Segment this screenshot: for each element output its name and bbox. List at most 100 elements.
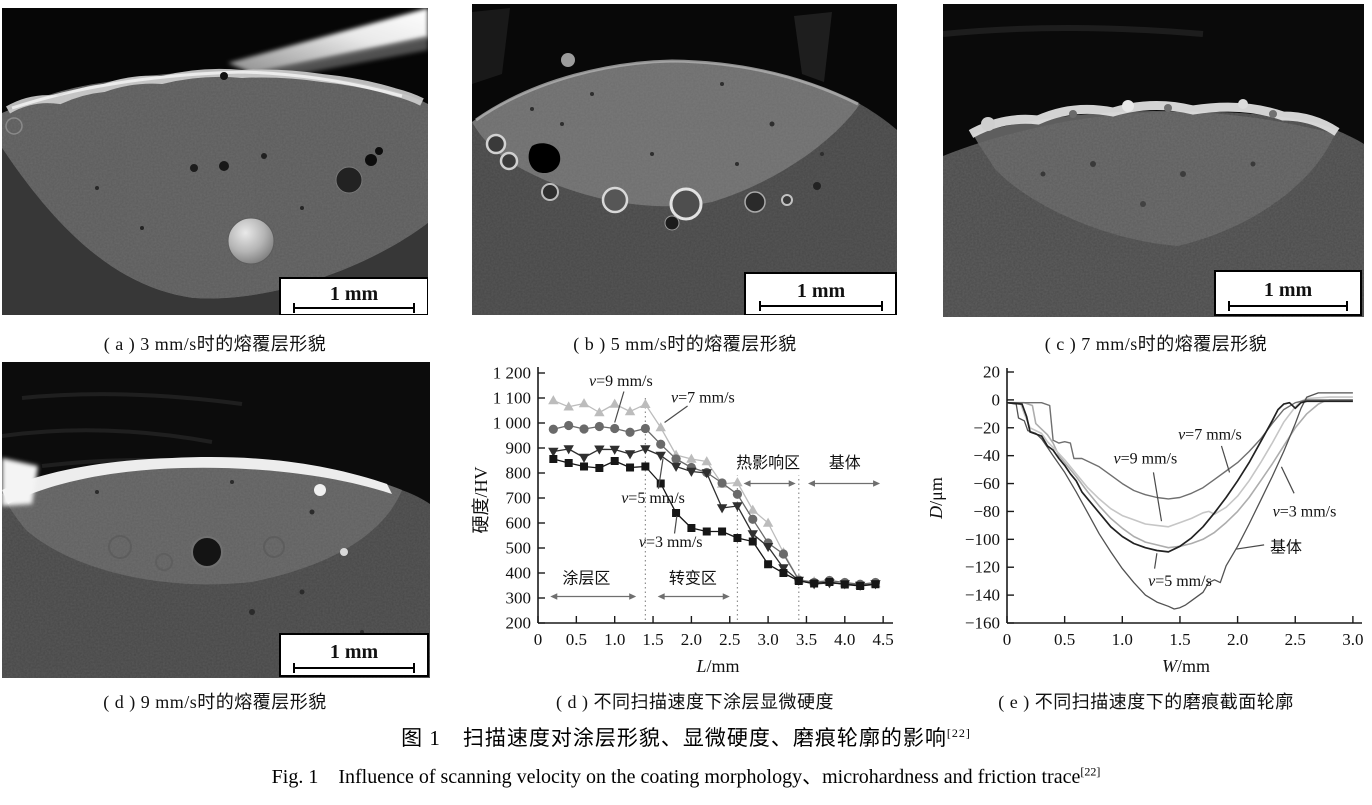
annotation-leader: [1153, 553, 1158, 569]
series-marker-square: [564, 459, 573, 467]
series-marker-triangle-down: [624, 450, 636, 460]
sem-panel-c: 1 mm: [943, 4, 1364, 317]
series-marker-triangle-up: [701, 456, 712, 466]
x-tick-label: 4.5: [873, 630, 894, 649]
porosity-sphere: [227, 217, 275, 265]
series-line: [1006, 392, 1353, 610]
pores-group: [5, 72, 383, 230]
crust-detail: [981, 99, 1277, 131]
caption-panel-c: ( c ) 7 mm/s时的熔覆层形貌: [940, 330, 1372, 356]
y-tick-label: −160: [965, 613, 1000, 632]
caption-panel-b: ( b ) 5 mm/s时的熔覆层形貌: [470, 330, 900, 356]
y-tick-label: 900: [506, 439, 532, 458]
y-tick-label: 1 100: [493, 389, 531, 408]
series-marker-square: [641, 462, 650, 471]
y-tick-label: 700: [506, 489, 532, 508]
y-tick-label: 0: [992, 390, 1001, 409]
y-tick-label: 600: [506, 514, 532, 533]
series-marker-triangle-down: [548, 447, 559, 457]
y-tick-label: −80: [973, 502, 1000, 521]
series-marker-square: [549, 455, 558, 463]
series-marker-circle: [594, 421, 604, 432]
background-shape: [794, 12, 832, 82]
series-marker-circle: [579, 424, 589, 434]
italic-letter: v: [1148, 573, 1156, 590]
sem-image-d: 1 mm: [2, 362, 430, 678]
italic-letter: v: [671, 390, 679, 407]
series-marker-circle: [732, 489, 743, 499]
label-rest: =5 mm/s: [628, 490, 685, 507]
series-v7mms: [1007, 399, 1353, 500]
series-marker-triangle-up: [548, 395, 559, 405]
series-marker-circle: [748, 514, 758, 524]
annotation-label: v=7 mm/s: [1178, 427, 1242, 444]
x-axis-title: L/mm: [695, 656, 739, 676]
figure-caption-en: Fig. 1 Influence of scanning velocity on…: [0, 760, 1372, 789]
annotation-leader: [1236, 544, 1265, 550]
x-tick-label: 3.5: [796, 630, 817, 649]
annotation-label: v=9 mm/s: [1114, 450, 1178, 467]
x-tick-label: 3.0: [1342, 630, 1363, 649]
x-tick-label: 2.0: [681, 630, 702, 649]
background-streak: [228, 8, 428, 74]
series-marker-circle: [656, 439, 666, 449]
series-marker-triangle-down: [762, 542, 774, 553]
y-axis-title: 硬度/HV: [471, 467, 491, 534]
scale-bar: 1 mm: [1214, 270, 1362, 316]
zone-arrow-head: [629, 593, 637, 600]
citation-ref: [22]: [1080, 764, 1101, 779]
annotation-label: v=7 mm/s: [671, 390, 735, 407]
series-marker-circle: [548, 424, 558, 434]
x-tick-label: 1.0: [604, 630, 625, 649]
annotation-leader: [673, 515, 678, 534]
annotation-leader: [1280, 466, 1295, 494]
caption-panel-a: ( a ) 3 mm/s时的熔覆层形貌: [0, 330, 430, 356]
series-line: [1006, 396, 1353, 528]
background-streak-shadow: [254, 36, 428, 80]
caption-text: ( e ) 不同扫描速度下的磨痕截面轮廓: [998, 692, 1294, 712]
series-marker-triangle-up: [640, 398, 651, 409]
y-tick-label: −140: [965, 586, 1000, 605]
surface-bright-patch: [2, 458, 38, 506]
label-rest: =7 mm/s: [678, 390, 735, 407]
series-marker-circle: [625, 427, 635, 437]
pores-group: [485, 82, 824, 231]
y-tick-label: 1 000: [493, 414, 531, 433]
series-v5mms: [1006, 400, 1353, 553]
series-marker-square: [718, 527, 727, 536]
zone-arrow-head: [743, 480, 751, 487]
series-marker-triangle-down: [732, 502, 743, 512]
pores-group: [95, 480, 364, 634]
y-tick-label: 20: [983, 363, 1000, 382]
caption-panel-e-chart: ( e ) 不同扫描速度下的磨痕截面轮廓: [920, 688, 1372, 714]
label-rest: =3 mm/s: [646, 534, 703, 551]
scale-bar: 1 mm: [279, 277, 428, 315]
series-marker-square: [779, 569, 788, 577]
y-tick-label: −100: [965, 530, 1000, 549]
y-tick-label: −40: [973, 446, 1000, 465]
series-marker-square: [687, 524, 696, 532]
x-tick-label: 2.5: [719, 630, 740, 649]
sem-panel-d: 1 mm: [2, 362, 430, 678]
zone-arrow-head: [657, 593, 665, 600]
series-line: [553, 424, 876, 585]
zone-label: 涂层区: [562, 570, 610, 588]
series-line: [553, 458, 876, 587]
series-marker-square: [626, 463, 635, 472]
series-marker-triangle-up: [732, 477, 743, 487]
surface-crust: [475, 59, 859, 122]
annotation-label: 基体: [1270, 539, 1302, 557]
series-marker-square: [580, 462, 589, 471]
x-tick-label: 1.5: [642, 630, 663, 649]
series-marker-triangle-down: [778, 564, 789, 574]
label-rest: /mm: [707, 656, 740, 676]
series-marker-square: [840, 580, 849, 589]
label-rest: =7 mm/s: [1185, 427, 1242, 444]
scale-bar: 1 mm: [744, 272, 897, 315]
caption-text: Fig. 1 Influence of scanning velocity on…: [271, 766, 1081, 788]
series-marker-square: [702, 527, 711, 536]
x-tick-label: 4.0: [834, 630, 855, 649]
italic-letter: v: [639, 534, 647, 551]
